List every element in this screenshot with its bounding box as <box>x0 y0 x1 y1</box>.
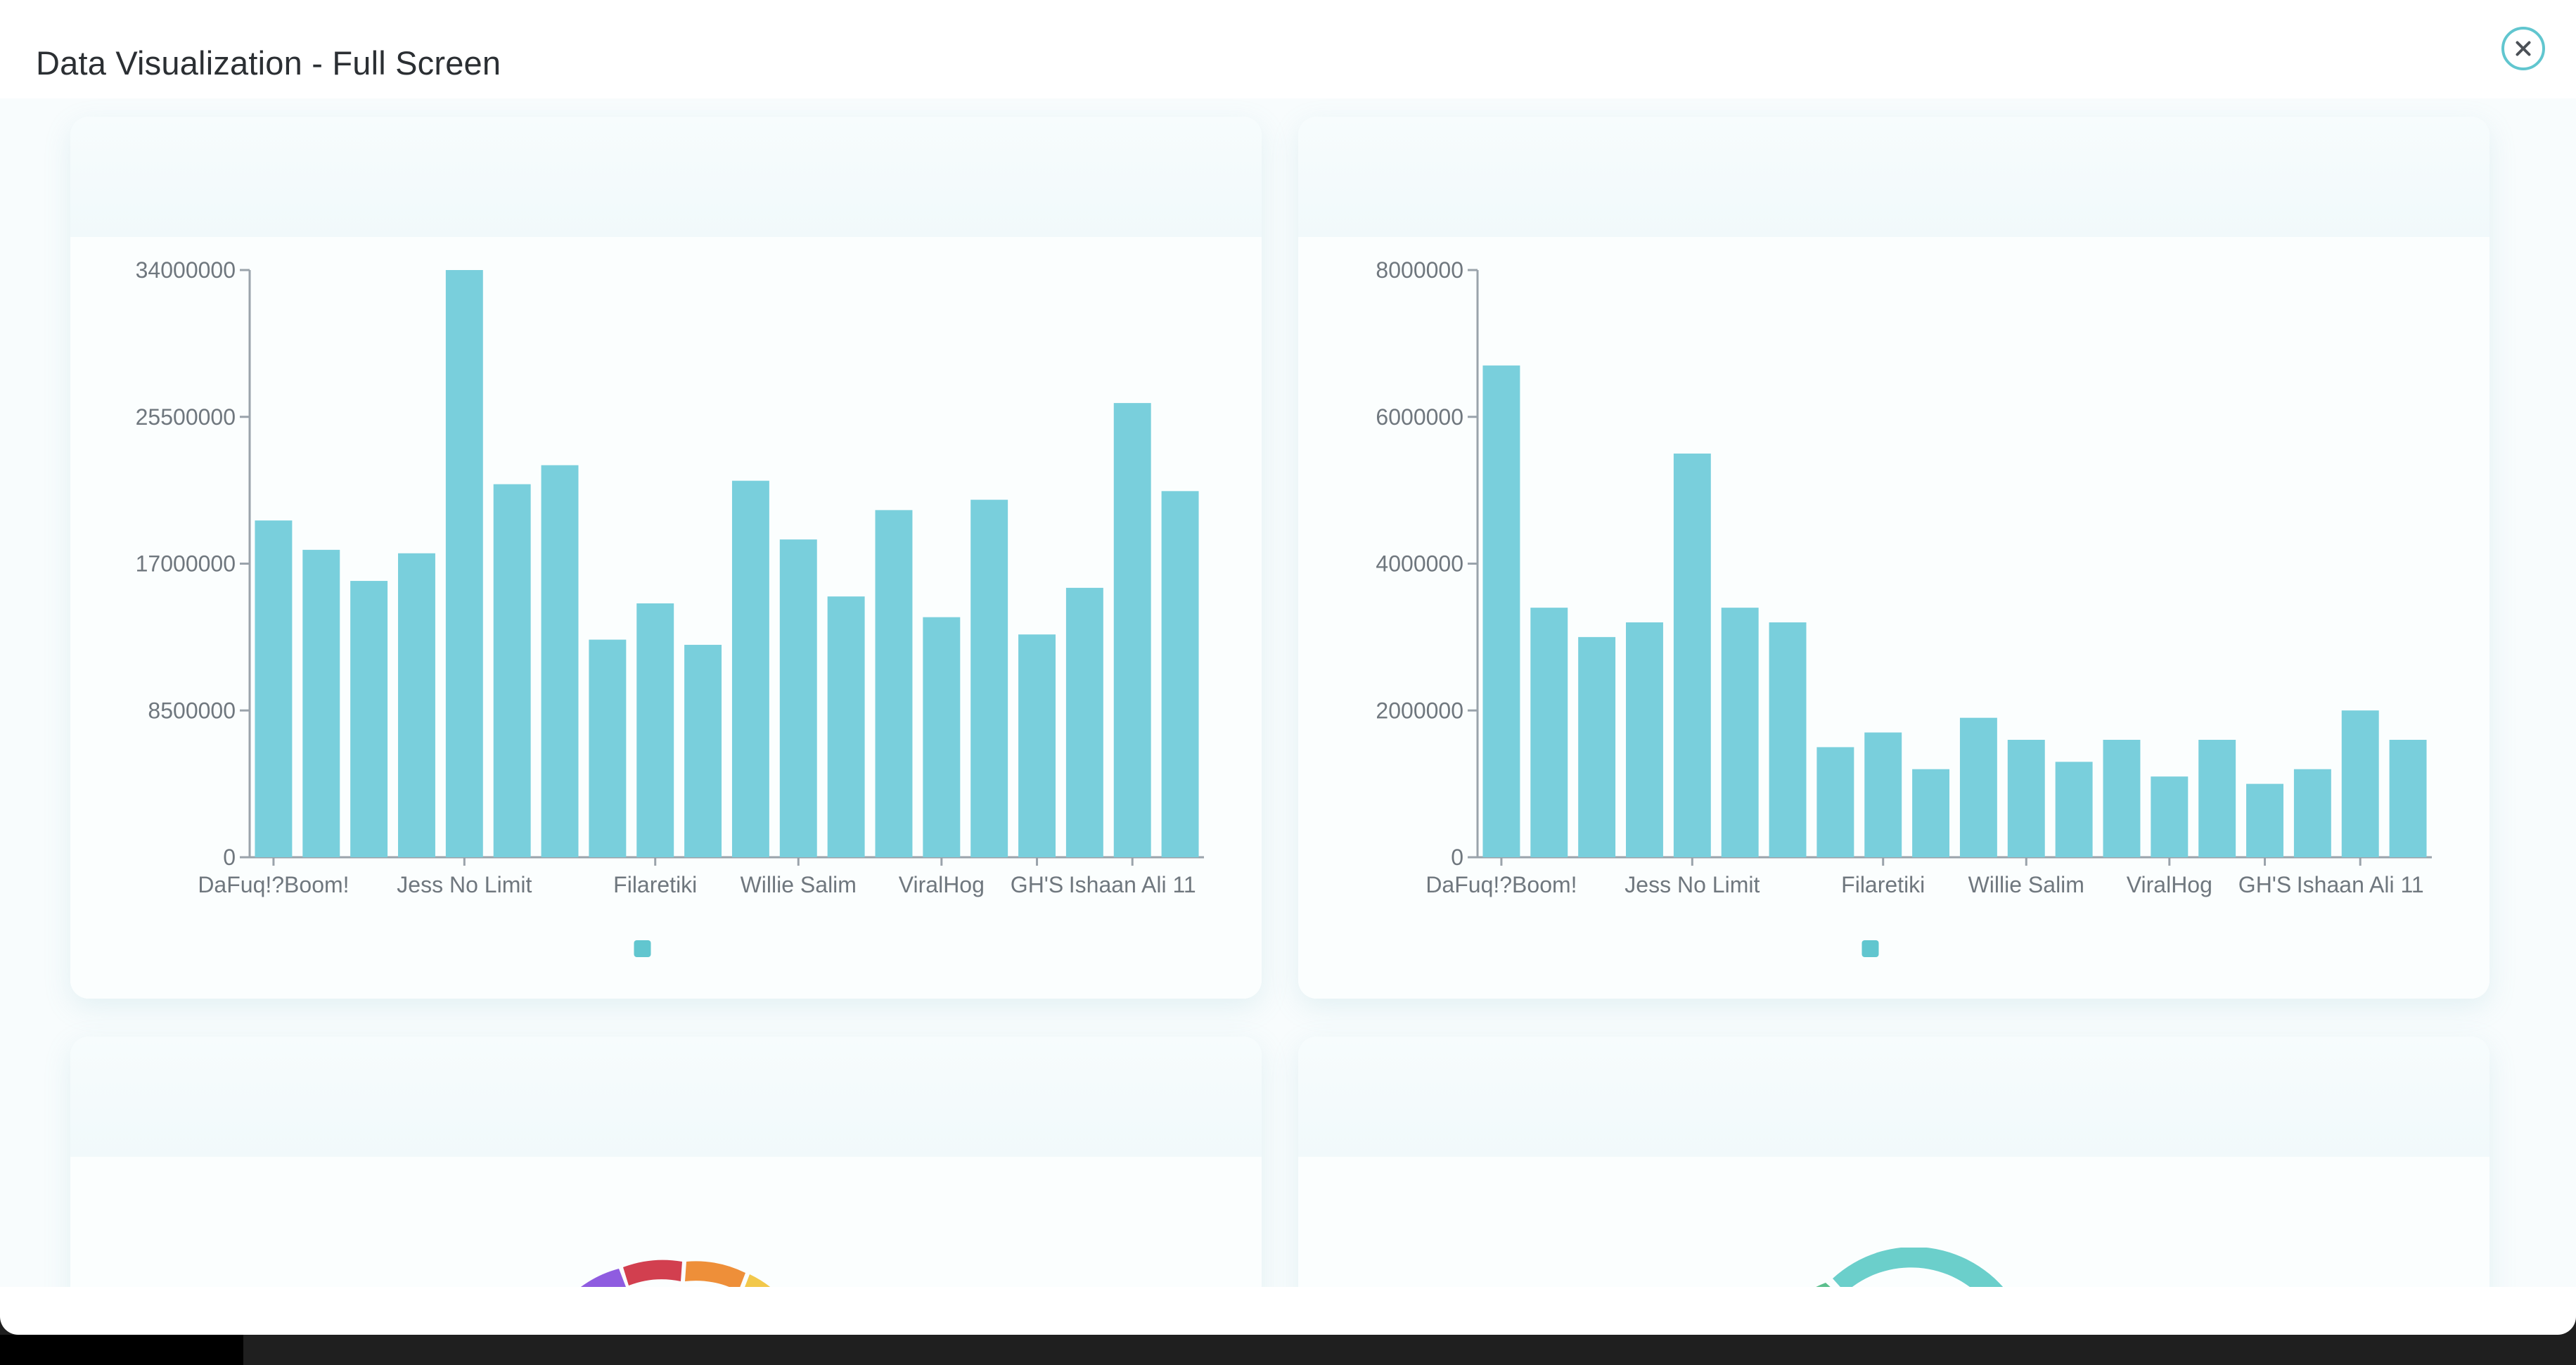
bar <box>541 465 579 857</box>
bar <box>1673 453 1711 857</box>
x-tick-label: Jess No Limit <box>1625 872 1760 897</box>
y-tick-label: 34000000 <box>136 257 236 283</box>
x-tick-label: Willie Salim <box>741 872 857 897</box>
bar <box>1816 747 1854 857</box>
bar <box>445 270 483 857</box>
bar <box>684 644 722 857</box>
y-tick-label: 2000000 <box>1376 698 1463 723</box>
fullscreen-modal: Data Visualization - Full Screen 0 850000… <box>0 0 2576 1335</box>
pie-slice <box>685 1261 745 1287</box>
chart-card-header <box>70 117 1262 237</box>
chart-card-3 <box>70 1037 1262 1287</box>
x-tick-label: Ishaan Ali 11 <box>2297 872 2424 897</box>
chart-card-header <box>70 1037 1262 1157</box>
bar <box>1161 491 1199 857</box>
y-tick-label: 8000000 <box>1376 257 1463 283</box>
bar <box>2198 740 2236 857</box>
bar <box>636 603 674 857</box>
bar <box>1721 608 1759 857</box>
y-tick-label: 0 <box>1451 845 1463 870</box>
chart-card-4 <box>1298 1037 2490 1287</box>
bar <box>1769 622 1807 857</box>
bar <box>1530 608 1568 857</box>
bar <box>1959 717 1997 857</box>
bar <box>2246 783 2283 857</box>
x-tick-label: Willie Salim <box>1968 872 2084 897</box>
bar <box>255 520 293 857</box>
bar <box>1018 634 1056 857</box>
bar <box>1864 732 1902 857</box>
bar <box>589 639 627 857</box>
x-tick-label: DaFuq!?Boom! <box>198 872 349 897</box>
bar <box>2293 769 2331 857</box>
bar <box>923 617 961 857</box>
pie-chart-partial <box>1816 1248 2004 1287</box>
bar <box>350 581 388 857</box>
x-tick-label: GH'S <box>2238 872 2291 897</box>
x-tick-label: GH'S <box>1011 872 1063 897</box>
bar <box>493 484 531 857</box>
y-tick-label: 25500000 <box>136 404 236 430</box>
legend-marker <box>1861 940 1879 957</box>
chart-card-header <box>1298 1037 2490 1157</box>
bar <box>779 539 817 857</box>
pie-slice <box>581 1269 626 1287</box>
bar <box>970 499 1008 857</box>
bar <box>2103 740 2141 857</box>
close-icon[interactable] <box>2501 27 2545 70</box>
y-tick-label: 0 <box>223 845 236 870</box>
pie-slice <box>1833 1248 2004 1287</box>
x-tick-label: DaFuq!?Boom! <box>1425 872 1577 897</box>
bar <box>302 549 340 857</box>
pie-slice <box>623 1260 682 1286</box>
pie-slice <box>745 1274 771 1287</box>
y-tick-label: 4000000 <box>1376 551 1463 577</box>
bar <box>398 553 435 857</box>
y-tick-label: 8500000 <box>148 698 236 723</box>
chart-card-header <box>1298 117 2490 237</box>
taskbar-strip <box>0 1335 243 1365</box>
bar <box>827 596 865 857</box>
bar <box>2389 740 2427 857</box>
pie-slice <box>1816 1283 1831 1287</box>
legend-marker <box>634 940 651 957</box>
bar <box>731 480 769 857</box>
bar <box>1482 365 1520 857</box>
x-tick-label: ViralHog <box>899 872 985 897</box>
bar <box>2151 776 2189 857</box>
modal-title: Data Visualization - Full Screen <box>36 44 501 82</box>
bar <box>1626 622 1663 857</box>
bar-chart-2: 0 2000000 4000000 6000000 8000000 DaFuq!?Boom… <box>1376 257 2432 957</box>
chart-grid: 0 8500000 17000000 25500000 34000000 DaFuq!?B… <box>0 98 2576 1287</box>
bar <box>1113 403 1151 857</box>
bar <box>2055 762 2093 857</box>
bar <box>1065 587 1103 857</box>
x-tick-label: ViralHog <box>2127 872 2212 897</box>
pie-chart-partial <box>581 1260 771 1287</box>
bar <box>1912 769 1950 857</box>
x-tick-label: Filaretiki <box>1841 872 1925 897</box>
y-tick-label: 17000000 <box>136 551 236 577</box>
chart-card-2: 0 2000000 4000000 6000000 8000000 DaFuq!?Boom… <box>1298 117 2490 999</box>
bar-chart-1: 0 8500000 17000000 25500000 34000000 DaFuq!?B… <box>136 257 1204 957</box>
x-tick-label: Ishaan Ali 11 <box>1069 872 1196 897</box>
chart-card-1: 0 8500000 17000000 25500000 34000000 DaFuq!?B… <box>70 117 1262 999</box>
bar <box>2341 710 2379 857</box>
y-tick-label: 6000000 <box>1376 404 1463 430</box>
x-tick-label: Filaretiki <box>613 872 697 897</box>
x-tick-label: Jess No Limit <box>397 872 532 897</box>
bar <box>1578 636 1616 857</box>
bar <box>2007 740 2045 857</box>
bar <box>875 510 913 857</box>
